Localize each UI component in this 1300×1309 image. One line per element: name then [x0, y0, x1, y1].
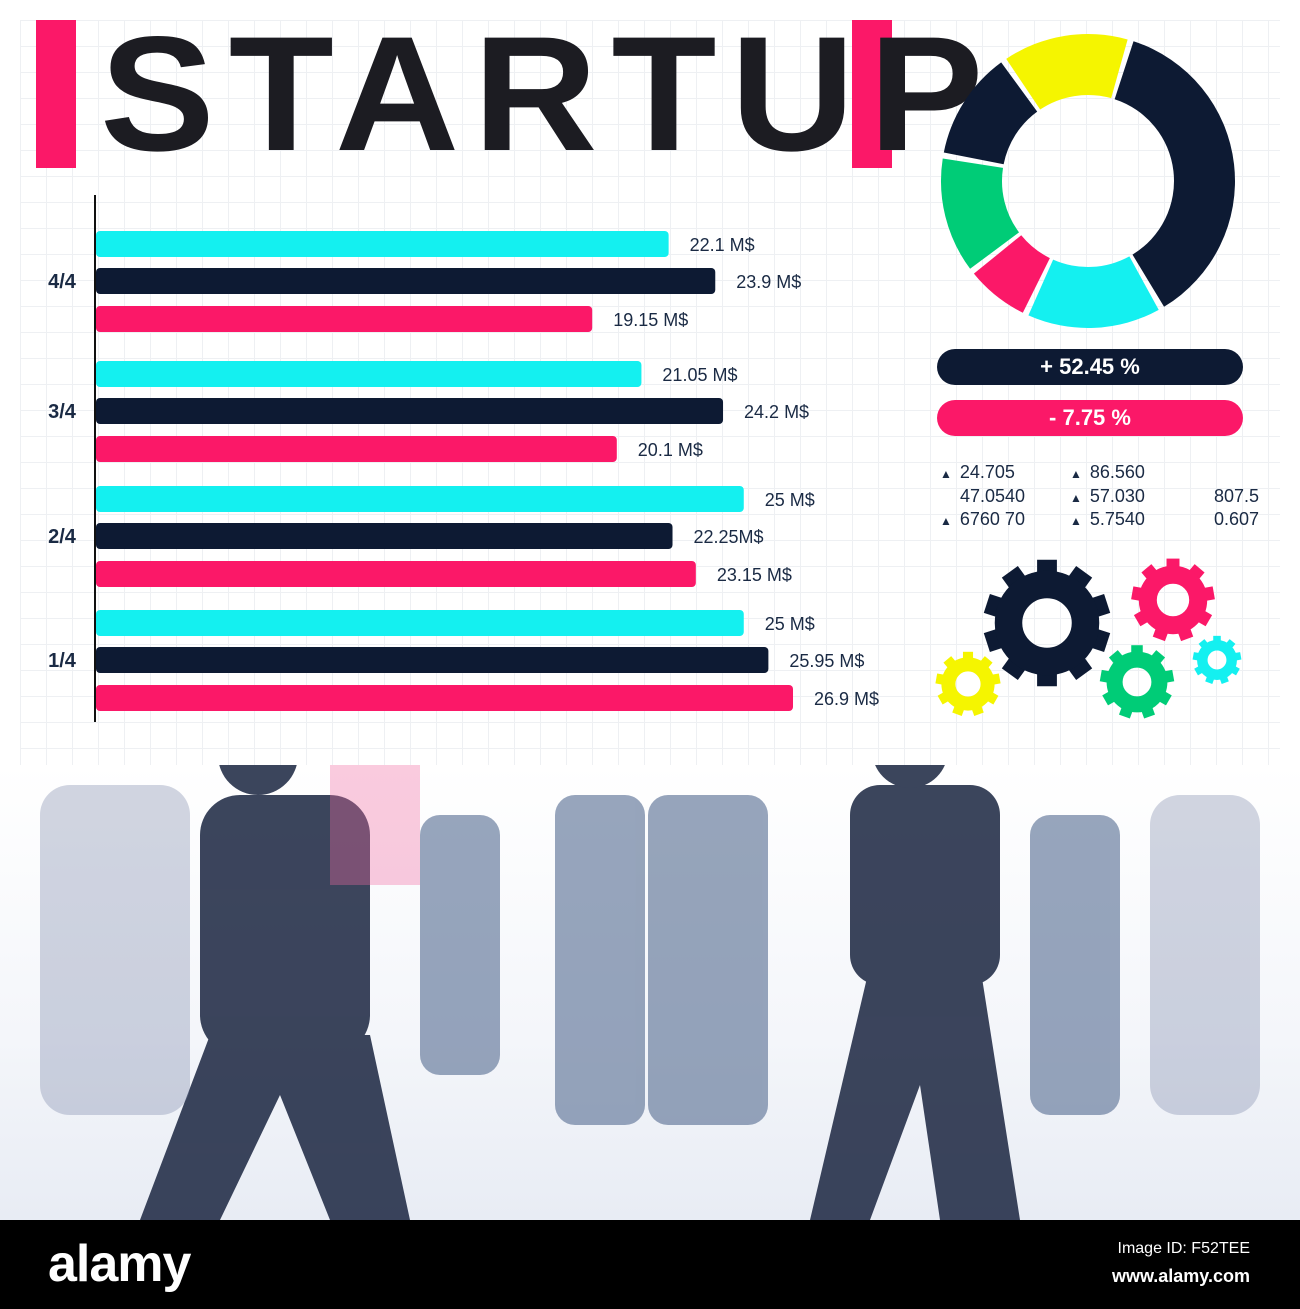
- person-silhouette: [648, 795, 768, 1125]
- person-silhouette: [850, 785, 1000, 985]
- data-label: 26.9 M$: [814, 689, 879, 709]
- donut-segment: [940, 158, 1020, 269]
- bar-cyan: [96, 486, 744, 512]
- category-label: 4/4: [48, 271, 77, 293]
- person-silhouette: [140, 1035, 410, 1220]
- stat-text: 24.705: [959, 462, 1015, 482]
- bar-pink: [96, 306, 593, 332]
- stat-text: 5.7540: [1089, 509, 1145, 529]
- title-left-accent: [36, 20, 76, 168]
- data-label: 25 M$: [765, 614, 815, 634]
- business-people-photo: [0, 712, 1300, 1220]
- chart-area: 4/4 22.1 M$ 23.9 M$ 19.15 M$ 3/4 21.05 M$ 24.2…: [48, 34, 1242, 722]
- blurred-person: [1150, 795, 1260, 1115]
- category-label: 1/4: [48, 650, 77, 672]
- donut-segment: [1114, 41, 1235, 307]
- data-label: 23.15 M$: [717, 565, 792, 585]
- up-arrow-icon: ▲: [1070, 491, 1082, 505]
- bar-pink: [96, 436, 617, 462]
- donut-segment: [1028, 256, 1159, 328]
- person-silhouette: [1030, 815, 1120, 1115]
- gear-icon: [1192, 635, 1242, 684]
- stat-text: 47.0540: [960, 486, 1026, 506]
- footer-bar: alamy Image ID: F52TEE www.alamy.com: [0, 1220, 1300, 1309]
- negative-change-pill: - 7.75 %: [937, 400, 1243, 436]
- bar-cyan: [96, 361, 642, 387]
- bar-navy: [96, 268, 716, 294]
- gear-icon: [1131, 558, 1215, 642]
- bar-pink: [96, 561, 696, 587]
- data-label: 25.95 M$: [789, 651, 864, 671]
- donut-segment: [1006, 34, 1128, 110]
- data-label: 25 M$: [765, 490, 815, 510]
- up-arrow-icon: ▲: [1070, 514, 1082, 528]
- data-label: 20.1 M$: [638, 440, 703, 460]
- data-label: 23.9 M$: [736, 272, 801, 292]
- stat-value: ▲ 5.7540: [1070, 509, 1145, 530]
- gear-icon: [1099, 645, 1175, 719]
- page-title: STARTUP: [100, 2, 998, 186]
- stat-value: ▲ 6760 70: [940, 509, 1025, 530]
- blurred-person: [40, 785, 190, 1115]
- stat-text: 807.5: [1214, 486, 1260, 506]
- stat-text: 6760 70: [959, 509, 1025, 529]
- person-silhouette: [555, 795, 645, 1125]
- bar-navy: [96, 523, 673, 549]
- donut-segment: [973, 235, 1050, 313]
- data-label: 24.2 M$: [744, 402, 809, 422]
- person-silhouette: [200, 795, 370, 1055]
- data-label: 19.15 M$: [613, 310, 688, 330]
- bar-cyan: [96, 231, 669, 257]
- person-silhouette: [420, 815, 500, 1075]
- alamy-logo: alamy: [48, 1235, 191, 1293]
- up-arrow-icon: ▲: [940, 467, 952, 481]
- positive-change-pill: + 52.45 %: [937, 349, 1243, 385]
- footer-url: www.alamy.com: [1111, 1266, 1250, 1286]
- stat-value: 807.5: [1194, 486, 1259, 507]
- category-label: 2/4: [48, 526, 77, 548]
- stat-value: ▲ 86.560: [1070, 462, 1145, 483]
- bar-pink: [96, 685, 793, 711]
- person-head: [218, 715, 298, 795]
- gear-icon: [983, 559, 1111, 687]
- stat-value: 47.0540: [940, 486, 1025, 507]
- stat-value: ▲ 57.030: [1070, 486, 1145, 507]
- data-label: 22.1 M$: [690, 235, 755, 255]
- stat-value: ▲ 24.705: [940, 462, 1015, 483]
- up-arrow-icon: ▲: [940, 514, 952, 528]
- stat-value: 0.607: [1194, 509, 1259, 530]
- data-label: 22.25M$: [694, 527, 764, 547]
- bar-navy: [96, 398, 724, 424]
- stat-text: 0.607: [1214, 509, 1260, 529]
- person-head: [872, 712, 948, 788]
- bar-cyan: [96, 610, 744, 636]
- gear-icon: [935, 651, 1001, 716]
- stat-text: 57.030: [1089, 486, 1145, 506]
- donut-segment: [943, 62, 1038, 165]
- up-arrow-icon: ▲: [1070, 467, 1082, 481]
- data-label: 21.05 M$: [662, 365, 737, 385]
- title-right-accent: [852, 20, 892, 168]
- stat-text: 86.560: [1089, 462, 1145, 482]
- image-id: Image ID: F52TEE: [1117, 1240, 1251, 1257]
- blurred-person: [330, 765, 420, 885]
- person-silhouette: [810, 965, 1020, 1220]
- bar-navy: [96, 647, 769, 673]
- category-label: 3/4: [48, 401, 77, 423]
